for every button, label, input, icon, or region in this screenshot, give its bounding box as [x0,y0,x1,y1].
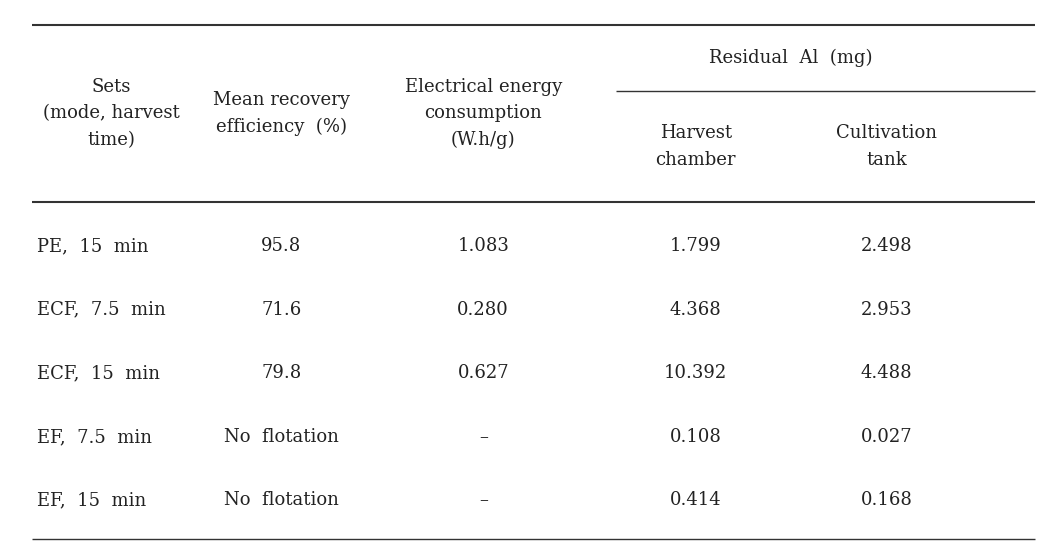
Text: 4.368: 4.368 [670,301,721,319]
Text: Harvest
chamber: Harvest chamber [655,124,736,169]
Text: Electrical energy
consumption
(W.h/g): Electrical energy consumption (W.h/g) [405,78,562,149]
Text: –: – [479,492,487,509]
Text: ECF,  7.5  min: ECF, 7.5 min [37,301,166,319]
Text: PE,  15  min: PE, 15 min [37,237,149,255]
Text: EF,  15  min: EF, 15 min [37,492,147,509]
Text: Cultivation
tank: Cultivation tank [836,124,938,169]
Text: 79.8: 79.8 [261,364,302,382]
Text: 10.392: 10.392 [664,364,727,382]
Text: 0.108: 0.108 [670,428,721,446]
Text: 0.414: 0.414 [670,492,721,509]
Text: EF,  7.5  min: EF, 7.5 min [37,428,152,446]
Text: No  flotation: No flotation [224,428,339,446]
Text: Mean recovery
efficiency  (%): Mean recovery efficiency (%) [213,91,349,136]
Text: 0.168: 0.168 [861,492,912,509]
Text: 0.627: 0.627 [458,364,509,382]
Text: –: – [479,428,487,446]
Text: No  flotation: No flotation [224,492,339,509]
Text: 4.488: 4.488 [861,364,912,382]
Text: 95.8: 95.8 [261,237,302,255]
Text: 0.027: 0.027 [861,428,912,446]
Text: Residual  Al  (mg): Residual Al (mg) [709,49,873,67]
Text: 1.083: 1.083 [458,237,509,255]
Text: 1.799: 1.799 [670,237,721,255]
Text: 71.6: 71.6 [261,301,302,319]
Text: 2.498: 2.498 [861,237,912,255]
Text: 0.280: 0.280 [458,301,509,319]
Text: ECF,  15  min: ECF, 15 min [37,364,160,382]
Text: 2.953: 2.953 [861,301,912,319]
Text: Sets
(mode, harvest
time): Sets (mode, harvest time) [44,78,179,149]
